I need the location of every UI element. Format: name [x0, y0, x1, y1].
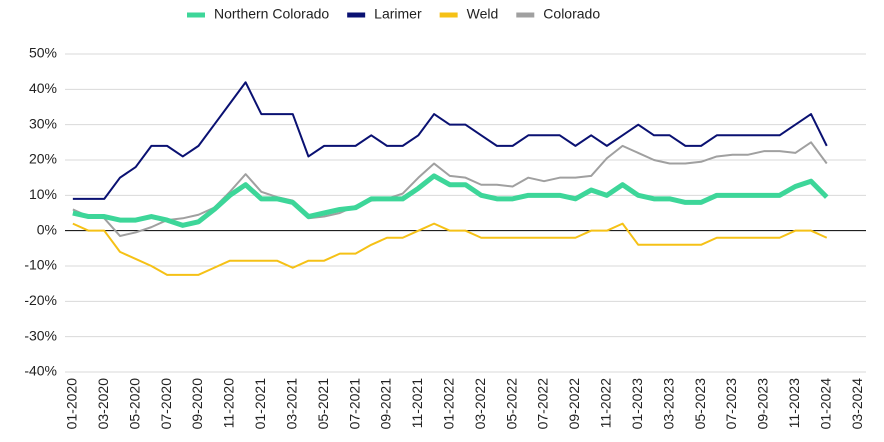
- x-tick-label: 03-2021: [283, 378, 299, 430]
- series-line: [72, 141, 828, 237]
- y-tick-label: 10%: [29, 186, 57, 202]
- x-tick-label: 11-2022: [598, 378, 614, 429]
- x-tick-label: 07-2022: [535, 378, 551, 430]
- x-tick-label: 01-2024: [817, 378, 833, 430]
- y-tick-label: 20%: [29, 151, 57, 167]
- x-tick-label: 11-2021: [409, 378, 425, 429]
- x-tick-label: 05-2022: [503, 378, 519, 430]
- x-tick-label: 01-2023: [629, 378, 645, 430]
- x-tick-label: 03-2024: [849, 378, 865, 430]
- series-line: [72, 173, 829, 228]
- x-tick-label: 05-2023: [692, 378, 708, 430]
- x-tick-label: 01-2022: [440, 378, 456, 430]
- x-tick-label: 11-2023: [786, 378, 802, 429]
- legend-label: Larimer: [374, 6, 422, 22]
- x-tick-label: 05-2021: [315, 378, 331, 430]
- x-tick-label: 05-2020: [126, 378, 142, 430]
- x-tick-label: 09-2020: [189, 378, 205, 430]
- x-tick-label: 01-2021: [252, 378, 268, 430]
- y-tick-label: 30%: [29, 115, 57, 131]
- series-line: [72, 81, 828, 200]
- y-tick-label: -10%: [24, 257, 57, 273]
- x-tick-label: 09-2021: [378, 378, 394, 430]
- x-tick-label: 09-2022: [566, 378, 582, 430]
- y-tick-label: 0%: [37, 221, 57, 237]
- y-tick-label: 50%: [29, 45, 57, 61]
- x-tick-label: 07-2020: [158, 378, 174, 430]
- y-tick-label: -30%: [24, 327, 57, 343]
- legend-label: Weld: [467, 6, 499, 22]
- y-tick-label: -40%: [24, 363, 57, 379]
- x-tick-label: 03-2020: [95, 378, 111, 430]
- x-tick-label: 09-2023: [755, 378, 771, 430]
- y-tick-label: -20%: [24, 292, 57, 308]
- x-tick-label: 07-2023: [723, 378, 739, 430]
- x-tick-label: 01-2020: [64, 378, 80, 430]
- x-tick-label: 07-2021: [346, 378, 362, 430]
- y-tick-label: 40%: [29, 80, 57, 96]
- legend-label: Northern Colorado: [214, 6, 329, 22]
- x-tick-label: 03-2022: [472, 378, 488, 430]
- legend-label: Colorado: [543, 6, 600, 22]
- series-line: [72, 222, 828, 276]
- x-tick-label: 03-2023: [660, 378, 676, 430]
- x-tick-label: 11-2020: [221, 378, 237, 429]
